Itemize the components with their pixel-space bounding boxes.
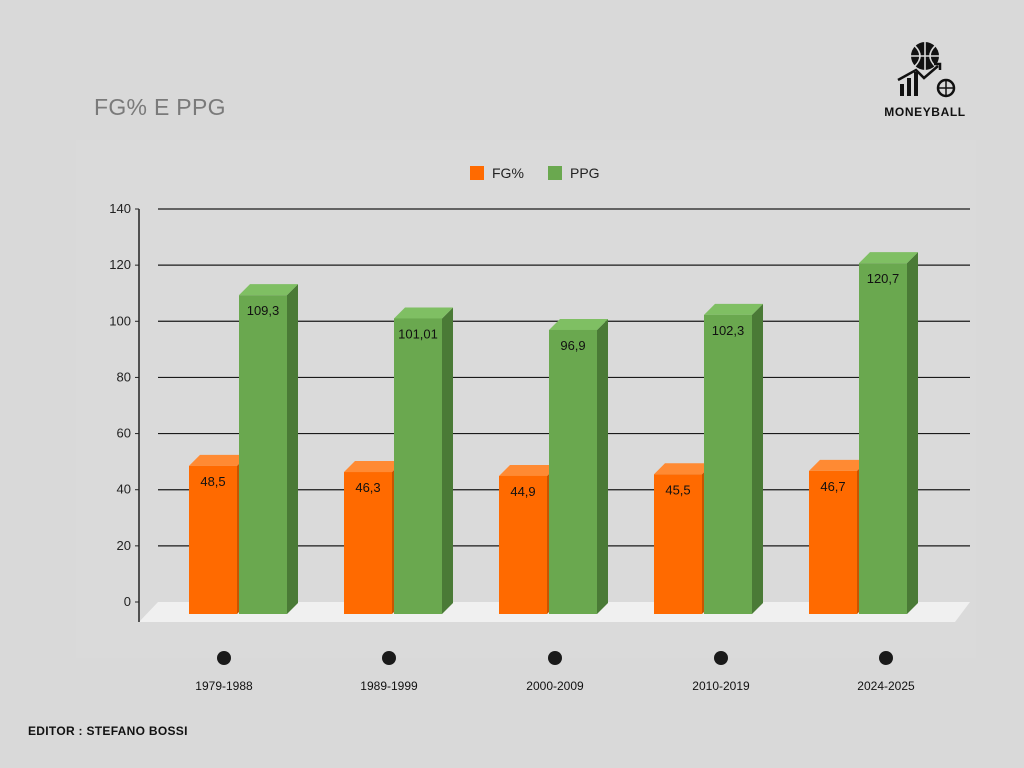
bar-fg [654, 474, 702, 614]
y-tick-label: 120 [109, 257, 131, 272]
category-dot [382, 651, 396, 665]
bar-top-fg [809, 459, 868, 471]
bar-top-fg [189, 454, 248, 466]
bar-top-fg [499, 464, 558, 476]
editor-credit: EDITOR : STEFANO BOSSI [28, 724, 188, 738]
bar-ppg [704, 314, 752, 614]
y-tick-label: 140 [109, 201, 131, 216]
bar-side-ppg [907, 252, 918, 614]
bar-top-ppg [239, 284, 298, 296]
bar-ppg [239, 295, 287, 614]
bar-fg [499, 475, 547, 614]
bar-ppg [859, 263, 907, 614]
y-tick-label: 100 [109, 313, 131, 328]
legend-swatch-ppg [548, 166, 562, 180]
category-dot [548, 651, 562, 665]
bar-top-fg [344, 461, 403, 473]
data-label-ppg: 102,3 [712, 323, 745, 338]
bar-ppg [549, 329, 597, 614]
category-dot [217, 651, 231, 665]
y-tick-label: 0 [124, 594, 131, 609]
data-label-fg: 46,7 [820, 479, 845, 494]
data-label-fg: 46,3 [355, 480, 380, 495]
legend-swatch-fg [470, 166, 484, 180]
y-tick-label: 20 [117, 538, 131, 553]
bar-side-ppg [597, 318, 608, 614]
x-tick-label: 2010-2019 [692, 679, 750, 693]
brand-name: MONEYBALL [884, 105, 966, 119]
legend-label-fg: FG% [492, 165, 524, 181]
bar-top-ppg [859, 252, 918, 264]
y-tick-label: 80 [117, 369, 131, 384]
data-label-fg: 48,5 [200, 474, 225, 489]
data-label-ppg: 109,3 [247, 303, 280, 318]
bar-ppg [394, 318, 442, 614]
bar-fg [344, 472, 392, 614]
brand-logo: MONEYBALL [870, 40, 980, 119]
chart-title: FG% E PPG [94, 94, 226, 120]
bar-fg [189, 465, 237, 614]
bar-side-ppg [442, 307, 453, 614]
x-tick-label: 2000-2009 [526, 679, 584, 693]
basketball-growth-icon [897, 42, 956, 98]
legend-label-ppg: PPG [570, 165, 600, 181]
x-tick-label: 1979-1988 [195, 679, 253, 693]
bar-fg [809, 470, 857, 614]
bar-side-ppg [287, 284, 298, 614]
data-label-ppg: 101,01 [398, 326, 438, 341]
data-label-ppg: 120,7 [867, 271, 900, 286]
bar-top-ppg [704, 303, 763, 315]
x-tick-label: 1989-1999 [360, 679, 418, 693]
bar-top-ppg [549, 318, 608, 330]
data-label-fg: 44,9 [510, 484, 535, 499]
bar-side-ppg [752, 303, 763, 614]
x-tick-label: 2024-2025 [857, 679, 915, 693]
y-tick-label: 40 [117, 482, 131, 497]
y-tick-label: 60 [117, 426, 131, 441]
bar-top-fg [654, 463, 713, 475]
bar-top-ppg [394, 307, 453, 319]
data-label-fg: 45,5 [665, 482, 690, 497]
data-label-ppg: 96,9 [560, 338, 585, 353]
category-dot [714, 651, 728, 665]
category-dot [879, 651, 893, 665]
